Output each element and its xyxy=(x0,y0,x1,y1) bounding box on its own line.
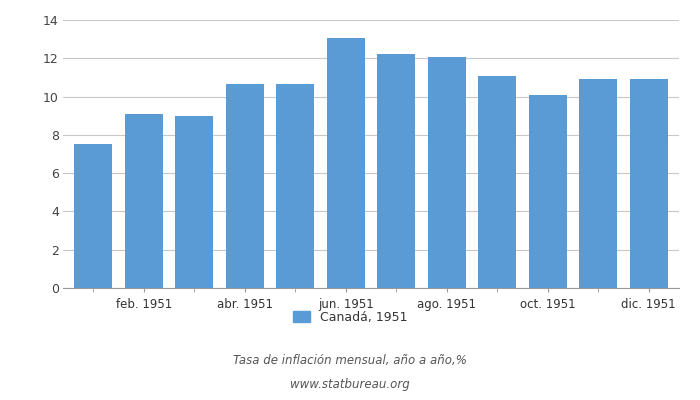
Bar xyxy=(175,116,214,288)
Bar xyxy=(580,79,617,288)
Bar xyxy=(528,95,567,288)
Bar xyxy=(428,57,466,288)
Bar xyxy=(327,38,365,288)
Text: Tasa de inflación mensual, año a año,%: Tasa de inflación mensual, año a año,% xyxy=(233,354,467,367)
Legend: Canadá, 1951: Canadá, 1951 xyxy=(293,311,407,324)
Bar xyxy=(226,84,264,288)
Text: www.statbureau.org: www.statbureau.org xyxy=(290,378,410,391)
Bar xyxy=(125,114,162,288)
Bar xyxy=(478,76,516,288)
Bar xyxy=(74,144,112,288)
Bar xyxy=(630,79,668,288)
Bar xyxy=(377,54,415,288)
Bar xyxy=(276,84,314,288)
